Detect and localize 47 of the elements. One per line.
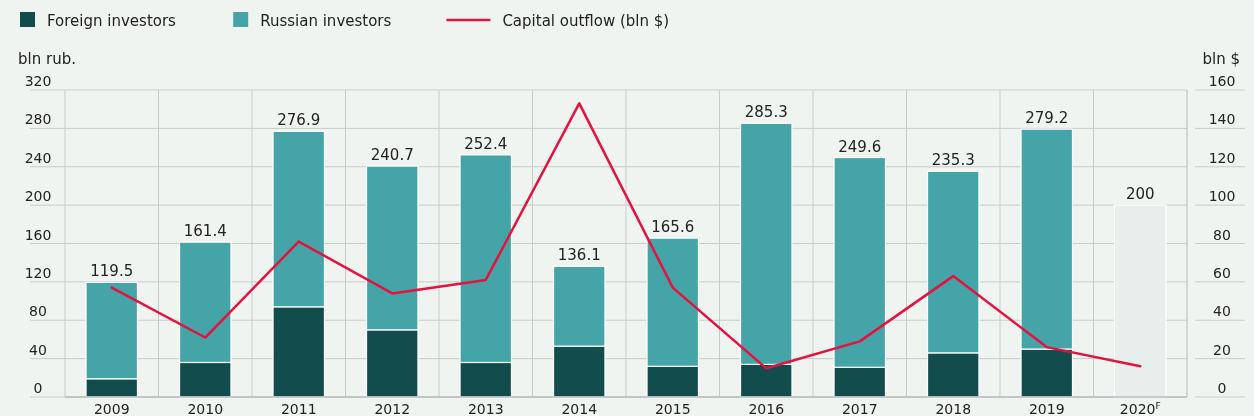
x-tick-label: 2020$^{F}$ — [1119, 401, 1161, 416]
y2-tick-label: 40 — [1213, 303, 1231, 320]
x-tick-label: 2010 — [187, 401, 224, 416]
legend-label: Foreign investors — [47, 12, 177, 30]
total-label: 161.4 — [183, 222, 227, 241]
x-tick-label: 2017 — [841, 401, 878, 416]
x-tick-label: 2015 — [654, 401, 691, 416]
y-tick-label: 40 — [29, 341, 47, 358]
y-tick-label: 80 — [29, 303, 47, 320]
total-label: 276.9 — [277, 111, 321, 130]
y2-tick-label: 20 — [1213, 341, 1231, 358]
y2-tick-label: 160 — [1208, 73, 1236, 89]
x-tick-label: 2009 — [93, 401, 130, 416]
x-tick-label: 2014 — [561, 401, 598, 416]
total-label: 252.4 — [464, 134, 508, 153]
y-axis-title: bln rub. — [18, 50, 76, 68]
x-tick-label: 2011 — [280, 401, 317, 416]
total-label: 249.6 — [838, 137, 882, 156]
x-tick-label: 2018 — [935, 401, 972, 416]
legend-label: Capital outflow (bln $) — [502, 12, 670, 30]
total-label: 235.3 — [931, 151, 975, 170]
y-tick-label: 0 — [33, 380, 43, 396]
x-tick-label: 2016 — [748, 401, 785, 416]
total-label: 200 — [1125, 185, 1155, 204]
y2-tick-label: 80 — [1213, 226, 1231, 243]
total-label: 165.6 — [651, 218, 695, 237]
total-label: 285.3 — [744, 103, 788, 122]
y2-tick-label: 120 — [1208, 149, 1236, 166]
total-label: 136.1 — [557, 246, 601, 265]
y-tick-label: 320 — [24, 73, 52, 89]
y-tick-label: 240 — [24, 149, 52, 166]
total-label: 119.5 — [90, 262, 134, 281]
x-tick-label: 2012 — [374, 401, 411, 416]
y2-axis-title: bln $ — [1202, 50, 1240, 68]
y2-tick-label: 100 — [1208, 188, 1236, 205]
total-label: 279.2 — [1025, 109, 1069, 128]
total-label: 240.7 — [370, 146, 414, 165]
legend-label: Russian investors — [260, 12, 392, 30]
x-tick-label: 2019 — [1028, 401, 1065, 416]
y-tick-label: 200 — [24, 188, 52, 205]
y2-tick-label: 60 — [1213, 264, 1231, 281]
y-tick-label: 120 — [24, 264, 52, 281]
x-tick-label: 2013 — [467, 401, 504, 416]
y2-tick-label: 140 — [1208, 111, 1236, 128]
y-tick-label: 160 — [24, 226, 52, 243]
y-tick-label: 280 — [24, 111, 52, 128]
y2-tick-label: 0 — [1217, 380, 1227, 396]
